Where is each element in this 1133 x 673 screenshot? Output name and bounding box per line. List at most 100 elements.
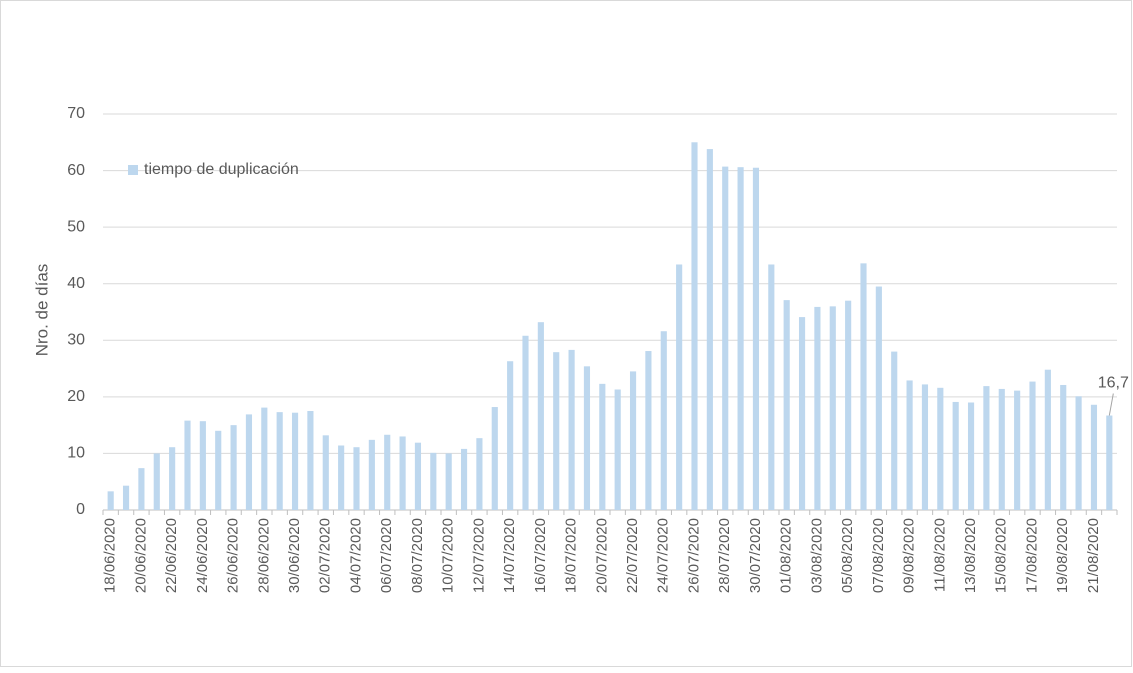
bar	[660, 331, 667, 510]
y-tick-label: 70	[67, 105, 85, 122]
x-tick-label: 18/06/2020	[102, 518, 119, 593]
bar	[153, 453, 160, 510]
bar	[338, 445, 345, 510]
x-tick-label: 28/06/2020	[255, 518, 272, 593]
bar	[276, 412, 283, 510]
x-tick-label: 22/07/2020	[624, 518, 641, 593]
bar	[629, 371, 637, 510]
x-tick-label: 06/07/2020	[378, 518, 395, 593]
x-tick-label: 01/08/2020	[778, 518, 795, 593]
y-tick-label: 30	[67, 332, 85, 349]
x-tick-label: 14/07/2020	[501, 518, 518, 593]
bar	[1060, 384, 1067, 510]
bar	[1044, 369, 1051, 510]
x-tick-label: 24/06/2020	[194, 518, 211, 593]
x-tick-label: 20/06/2020	[132, 518, 149, 593]
bar	[322, 435, 329, 510]
bar	[921, 384, 929, 510]
bar	[1014, 390, 1021, 510]
bar	[307, 411, 314, 510]
x-tick-label: 08/07/2020	[409, 518, 426, 593]
x-tick-label: 12/07/2020	[470, 518, 487, 593]
x-tick-label: 15/08/2020	[993, 518, 1010, 593]
x-tick-label: 30/06/2020	[286, 518, 303, 593]
bar	[399, 436, 406, 510]
bar	[814, 306, 821, 510]
bar	[491, 407, 498, 510]
bar	[169, 447, 176, 510]
x-tick-label: 09/08/2020	[901, 518, 918, 593]
x-tick-label: 26/07/2020	[685, 518, 702, 593]
bar	[1075, 396, 1082, 510]
bar	[230, 425, 237, 510]
x-tick-label: 18/07/2020	[563, 518, 580, 593]
bar	[599, 383, 606, 510]
x-tick-label: 17/08/2020	[1023, 518, 1040, 593]
bar	[875, 286, 882, 510]
legend-swatch	[128, 165, 138, 175]
bar	[553, 352, 560, 510]
bar	[737, 167, 744, 511]
bar	[798, 317, 806, 510]
x-tick-label: 26/06/2020	[225, 518, 242, 593]
bar	[261, 407, 268, 510]
bar	[568, 349, 575, 510]
y-tick-label: 60	[67, 162, 85, 179]
bar	[845, 300, 852, 510]
bar	[891, 351, 898, 510]
y-tick-label: 10	[67, 445, 85, 462]
bar	[414, 442, 422, 510]
bar	[614, 389, 621, 510]
x-tick-label: 11/08/2020	[931, 518, 948, 592]
legend-label: tiempo de duplicación	[144, 161, 299, 178]
bar	[291, 412, 299, 510]
bar	[783, 300, 790, 510]
y-tick-label: 40	[67, 275, 85, 292]
bar	[860, 263, 867, 510]
y-tick-label: 20	[67, 388, 85, 405]
bar	[1029, 381, 1036, 510]
y-tick-label: 0	[76, 501, 85, 518]
x-tick-label: 16/07/2020	[532, 518, 549, 593]
x-tick-label: 05/08/2020	[839, 518, 856, 593]
bar	[107, 491, 114, 510]
x-tick-label: 22/06/2020	[163, 518, 180, 593]
bar	[645, 351, 652, 510]
data-label: 16,7	[1098, 375, 1129, 392]
x-tick-label: 10/07/2020	[440, 518, 457, 593]
bar	[937, 387, 944, 510]
x-tick-label: 30/07/2020	[747, 518, 764, 593]
bar	[199, 421, 206, 510]
bar	[752, 167, 760, 510]
x-tick-label: 03/08/2020	[808, 518, 825, 593]
bar	[1106, 415, 1113, 510]
bar	[430, 452, 437, 510]
bar	[998, 388, 1005, 510]
x-tick-label: 28/07/2020	[716, 518, 733, 593]
bar	[353, 447, 360, 510]
bar	[691, 142, 698, 511]
bar	[460, 448, 468, 510]
x-tick-label: 13/08/2020	[962, 518, 979, 593]
bar	[445, 453, 452, 510]
x-tick-label: 02/07/2020	[317, 518, 334, 593]
bar	[722, 166, 729, 510]
bar	[676, 264, 683, 510]
bar	[983, 386, 990, 510]
bar	[245, 414, 253, 510]
x-tick-label: 19/08/2020	[1054, 518, 1071, 593]
bar	[215, 430, 222, 510]
x-tick-label: 24/07/2020	[655, 518, 672, 593]
bar	[583, 366, 591, 510]
label-leader	[1108, 393, 1114, 416]
bar	[507, 361, 514, 510]
x-tick-label: 20/07/2020	[593, 518, 610, 593]
bar	[1090, 404, 1098, 510]
bar	[384, 434, 391, 510]
bar	[537, 322, 544, 510]
bar	[138, 468, 145, 510]
bar	[368, 439, 375, 510]
y-axis-title: Nro. de días	[32, 264, 51, 357]
